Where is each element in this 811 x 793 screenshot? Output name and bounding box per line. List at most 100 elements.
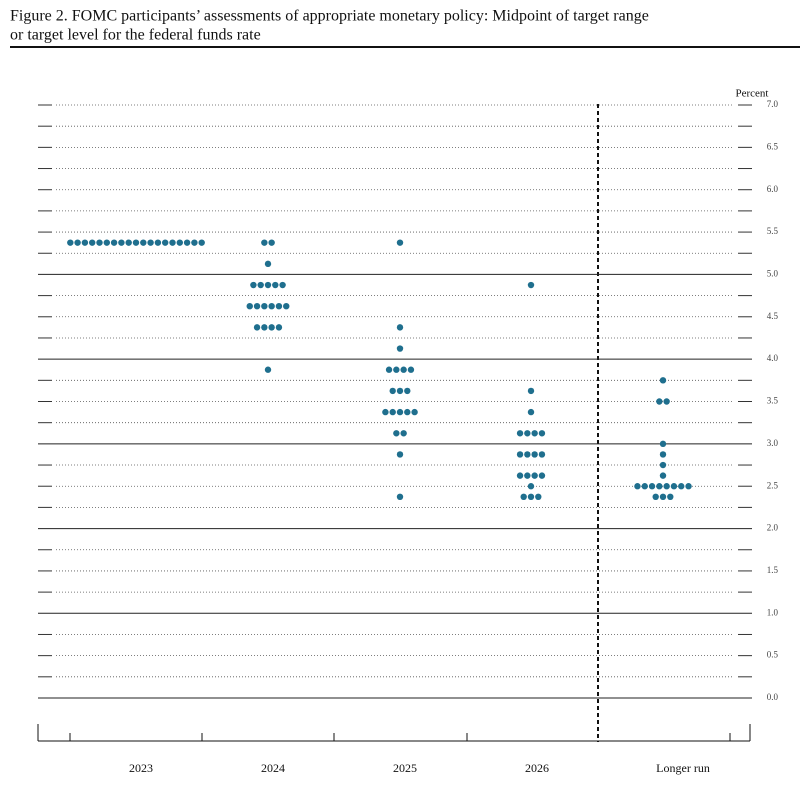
dot: [527, 483, 535, 490]
dot: [527, 281, 535, 289]
chart-title: or target level for the federal funds ra…: [10, 27, 261, 44]
dot: [396, 324, 404, 331]
dot: [520, 493, 527, 501]
dot: [524, 430, 531, 437]
dot: [253, 302, 261, 310]
dot: [652, 493, 659, 501]
x-tick-label: 2023: [129, 761, 153, 775]
dot: [524, 472, 531, 479]
dot: [169, 239, 176, 246]
dot: [535, 493, 542, 501]
dot: [246, 302, 253, 310]
y-tick-label: 0.5: [767, 650, 779, 660]
dot: [264, 281, 272, 289]
dot: [396, 345, 404, 352]
dot: [538, 430, 546, 437]
dot: [125, 239, 132, 246]
dot: [264, 366, 272, 373]
dot: [659, 472, 667, 479]
dot: [524, 451, 531, 458]
dot: [261, 324, 268, 331]
y-tick-label: 7.0: [767, 99, 779, 109]
dot: [659, 461, 667, 469]
dot: [132, 239, 140, 246]
dot: [74, 239, 81, 246]
dot: [400, 366, 407, 373]
y-tick-label: 0.0: [767, 692, 779, 702]
dot: [261, 239, 268, 246]
dot: [404, 408, 411, 416]
dot: [396, 408, 404, 416]
y-tick-label: 6.5: [767, 141, 779, 151]
dot: [154, 239, 162, 246]
dot: [641, 483, 648, 490]
dot: [96, 239, 103, 246]
x-tick-label: 2024: [261, 761, 285, 775]
dot: [385, 366, 393, 373]
dot: [118, 239, 125, 246]
dot: [648, 483, 656, 490]
dot: [659, 377, 667, 384]
dot: [396, 239, 404, 246]
x-tick-label: 2025: [393, 761, 417, 775]
dot: [176, 239, 183, 246]
dot: [191, 239, 198, 246]
dot: [531, 472, 538, 479]
dot: [393, 366, 400, 373]
dot: [253, 324, 261, 331]
dot: [89, 239, 96, 246]
dot: [396, 387, 404, 395]
x-tick-label: Longer run: [656, 761, 710, 775]
y-tick-label: 2.0: [767, 523, 779, 533]
dot: [527, 493, 535, 501]
dot: [527, 408, 535, 416]
y-tick-label: 5.5: [767, 226, 779, 236]
y-tick-label: 1.5: [767, 565, 779, 575]
dot: [531, 430, 538, 437]
dot: [396, 493, 404, 501]
dot: [272, 281, 279, 289]
dot: [527, 387, 535, 395]
dot: [634, 483, 641, 490]
y-tick-label: 1.0: [767, 607, 779, 617]
y-tick-label: 4.5: [767, 311, 779, 321]
dot: [268, 302, 275, 310]
dot: [516, 472, 524, 479]
dot: [659, 493, 667, 501]
dot: [257, 281, 264, 289]
dot: [659, 440, 667, 448]
dot: [389, 408, 396, 416]
dot: [275, 324, 283, 331]
dot: [268, 324, 275, 331]
y-tick-label: 4.0: [767, 353, 779, 363]
dot: [656, 398, 663, 405]
dot: [147, 239, 154, 246]
y-tick-label: 5.0: [767, 268, 779, 278]
dot: [538, 472, 546, 479]
dot: [67, 239, 74, 246]
dot: [382, 408, 389, 416]
y-tick-label: 6.0: [767, 184, 779, 194]
dot: [685, 483, 692, 490]
dot: [670, 483, 678, 490]
dot: [667, 493, 674, 501]
y-axis-label: Percent: [736, 88, 769, 100]
dot: [275, 302, 283, 310]
dot: [279, 281, 286, 289]
dot: [396, 451, 404, 458]
dot: [516, 451, 524, 458]
dot: [663, 398, 670, 405]
dot: [678, 483, 685, 490]
dot: [393, 430, 400, 437]
dot: [103, 239, 111, 246]
dot: [407, 366, 415, 373]
dot: [283, 302, 290, 310]
dot: [81, 239, 89, 246]
dot: [110, 239, 118, 246]
bottom-axis: [37, 724, 751, 742]
dot: [268, 239, 275, 246]
chart-title: Figure 2. FOMC participants’ assessments…: [10, 8, 649, 25]
dot: [261, 302, 268, 310]
dot: [659, 451, 667, 458]
